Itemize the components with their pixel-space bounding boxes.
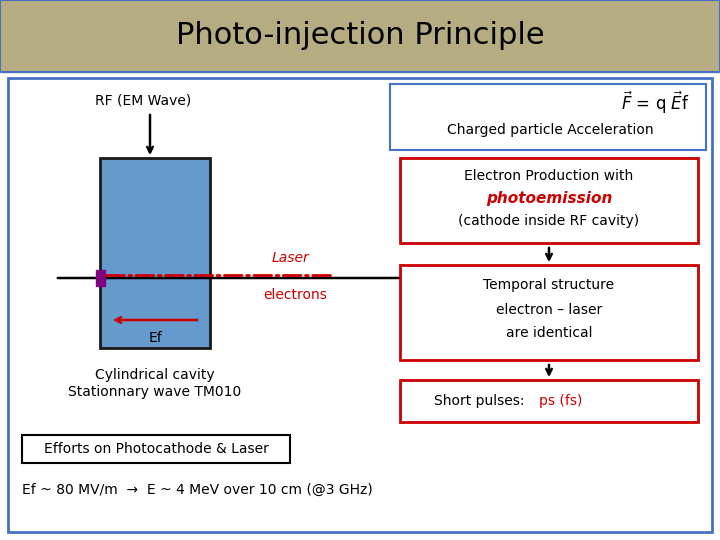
Bar	[400, 158, 698, 243]
Text: photoemission: photoemission	[486, 191, 612, 206]
Bar	[96, 270, 105, 286]
Bar	[390, 84, 706, 150]
Text: electrons: electrons	[263, 288, 327, 302]
Bar	[0, 0, 720, 72]
Bar	[0, 0, 720, 72]
Text: are identical: are identical	[505, 326, 593, 340]
Text: Cylindrical cavity: Cylindrical cavity	[95, 368, 215, 382]
Bar	[8, 78, 712, 532]
Text: RF (EM Wave): RF (EM Wave)	[95, 93, 192, 107]
Text: (cathode inside RF cavity): (cathode inside RF cavity)	[459, 214, 639, 228]
Text: Stationnary wave TM010: Stationnary wave TM010	[68, 385, 242, 399]
Text: $\vec{F}$ = q $\vec{E}$f: $\vec{F}$ = q $\vec{E}$f	[621, 90, 690, 116]
Bar	[22, 435, 290, 463]
Bar	[400, 265, 698, 360]
Bar	[100, 158, 210, 348]
Text: Laser: Laser	[271, 251, 309, 265]
Text: Ef ~ 80 MV/m  →  E ~ 4 MeV over 10 cm (@3 GHz): Ef ~ 80 MV/m → E ~ 4 MeV over 10 cm (@3 …	[22, 483, 373, 497]
Text: Efforts on Photocathode & Laser: Efforts on Photocathode & Laser	[44, 442, 269, 456]
Text: Short pulses:: Short pulses:	[434, 394, 529, 408]
Text: electron – laser: electron – laser	[496, 303, 602, 317]
Text: ps (fs): ps (fs)	[539, 394, 582, 408]
Text: Photo-injection Principle: Photo-injection Principle	[176, 22, 544, 51]
Bar	[400, 380, 698, 422]
Text: Charged particle Acceleration: Charged particle Acceleration	[446, 123, 653, 137]
Text: Electron Production with: Electron Production with	[464, 169, 634, 183]
Text: Temporal structure: Temporal structure	[483, 278, 615, 292]
Text: Ef: Ef	[148, 331, 162, 345]
